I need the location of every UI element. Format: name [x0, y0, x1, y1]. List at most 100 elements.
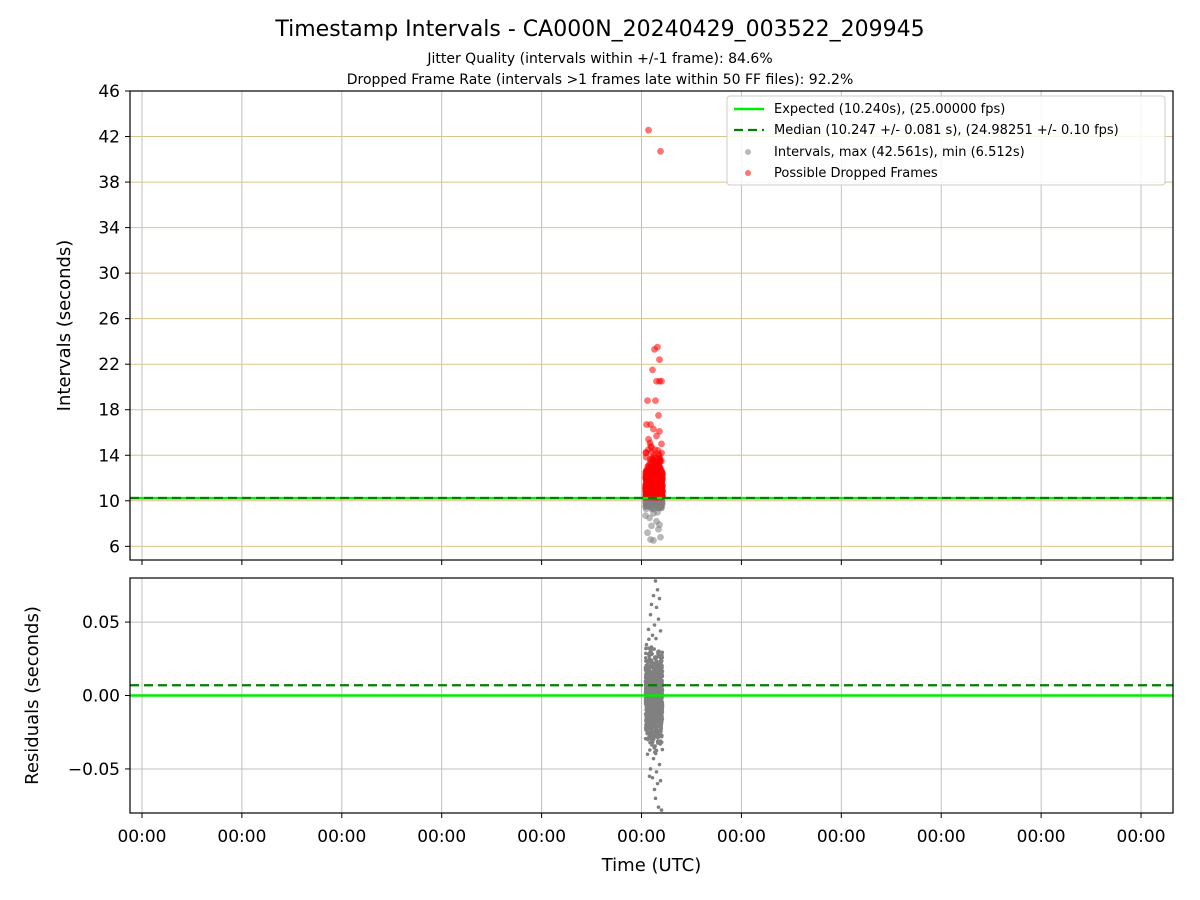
residual-point	[656, 678, 661, 683]
y-tick-label: 42	[98, 128, 120, 148]
residual-point	[649, 602, 654, 607]
chart-title: Timestamp Intervals - CA000N_20240429_00…	[274, 17, 924, 42]
dropped-frame-point	[648, 480, 656, 488]
residual-point	[660, 704, 665, 709]
residuals-y-label: Residuals (seconds)	[22, 606, 43, 785]
y-tick-label: 22	[98, 355, 120, 375]
residual-point	[643, 702, 648, 706]
legend-dropped-swatch	[745, 170, 751, 176]
intervals-y-ticks: 6 10 14 18 22 26 30 34 38 42 46	[98, 82, 130, 557]
dropped-frame-point	[656, 478, 664, 486]
residual-point	[660, 747, 665, 752]
residual-point	[651, 593, 656, 598]
y-tick-label: 30	[98, 264, 120, 284]
residual-point	[657, 698, 661, 702]
residual-point	[644, 646, 648, 651]
x-tick-label: 00:00	[917, 827, 966, 847]
residual-point	[653, 711, 658, 716]
residual-point	[657, 713, 662, 718]
dropped-frame-point	[658, 377, 665, 385]
residual-point	[647, 712, 651, 717]
x-tick-label: 00:00	[1117, 827, 1166, 847]
intervals-axes-frame	[129, 90, 1174, 561]
residual-point	[650, 743, 654, 747]
dropped-frame-point	[655, 412, 662, 419]
residual-point	[644, 675, 649, 680]
interval-point	[644, 529, 651, 537]
y-tick-label: 34	[98, 219, 120, 239]
residual-point	[655, 655, 660, 659]
residual-point	[646, 627, 651, 632]
residual-point	[648, 677, 652, 681]
dropped-frame-point	[650, 425, 657, 433]
dropped-frame-point	[652, 397, 659, 405]
legend-box	[726, 95, 1166, 186]
chart-subtitle-jitter: Jitter Quality (intervals within +/-1 fr…	[426, 51, 772, 67]
residual-point	[654, 770, 659, 774]
interval-point	[658, 504, 665, 512]
residual-point	[657, 689, 662, 694]
residual-point	[659, 723, 664, 728]
residual-point	[644, 669, 648, 673]
residual-point	[650, 652, 654, 656]
residual-point	[650, 740, 655, 744]
residual-point	[650, 719, 654, 723]
residual-point	[647, 735, 651, 740]
residual-point	[659, 808, 664, 812]
residual-point	[643, 712, 648, 716]
x-tick-label: 00:00	[717, 827, 766, 847]
y-tick-label: 38	[98, 173, 120, 193]
residual-point	[648, 748, 652, 752]
residual-point	[649, 691, 654, 695]
dropped-frame-point	[645, 126, 652, 134]
y-tick-label: 26	[98, 310, 120, 330]
residual-point	[643, 679, 648, 684]
residual-point	[649, 671, 654, 676]
y-tick-label: 0.05	[82, 613, 120, 633]
x-tick-label: 00:00	[1017, 827, 1066, 847]
residual-point	[652, 669, 657, 674]
y-tick-label: 6	[109, 537, 120, 557]
x-tick-label: 00:00	[617, 827, 666, 847]
residual-point	[647, 668, 651, 673]
residual-point	[656, 617, 661, 621]
residual-point	[647, 637, 651, 642]
residual-point	[655, 719, 659, 724]
interval-point	[643, 501, 650, 509]
residuals-panel: −0.050.000.05 00:00 00:00 00:00 00:00 00:00 0…	[22, 577, 1174, 876]
residual-point	[657, 734, 662, 739]
dropped-frame-point	[658, 440, 665, 448]
residual-point	[654, 748, 659, 753]
intervals-panel: 6 10 14 18 22 26 30 34 38 42 46 Intervals (seconds…	[54, 82, 1174, 565]
residual-point	[659, 726, 664, 730]
residual-point	[646, 724, 651, 728]
residual-point	[657, 649, 661, 653]
interval-point	[656, 521, 663, 529]
residual-point	[647, 646, 651, 651]
residual-point	[656, 724, 661, 729]
dropped-frame-point	[653, 484, 661, 492]
y-tick-label: 10	[98, 492, 120, 512]
x-axis-label: Time (UTC)	[601, 855, 702, 876]
residual-point	[647, 774, 652, 779]
residual-point	[653, 751, 658, 756]
residual-point	[644, 642, 649, 647]
residual-point	[657, 596, 662, 601]
residual-point	[656, 664, 661, 669]
residual-point	[646, 730, 651, 734]
residual-point	[657, 762, 662, 767]
residual-point	[658, 778, 663, 783]
residual-point	[658, 739, 663, 743]
interval-point	[657, 533, 664, 541]
dropped-frame-point	[649, 366, 656, 374]
legend: Expected (10.240s), (25.00000 fps) Media…	[726, 95, 1166, 186]
residual-point	[653, 579, 658, 583]
y-tick-label: 0.00	[82, 687, 120, 707]
residual-point	[649, 710, 654, 715]
residual-point	[655, 731, 660, 736]
interval-point	[650, 537, 657, 544]
dropped-frame-point	[651, 453, 659, 461]
residual-point	[647, 674, 651, 679]
residual-point	[649, 658, 654, 663]
residual-point	[653, 714, 657, 719]
